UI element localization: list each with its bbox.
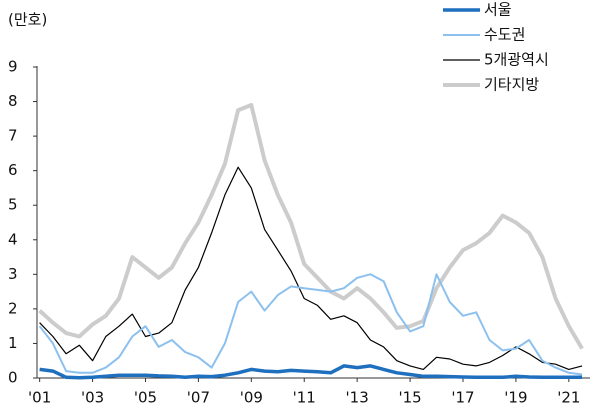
legend-label: 수도권: [484, 26, 525, 44]
y-tick-label: 6: [8, 161, 18, 179]
series-line: [39, 364, 583, 380]
series-line: [39, 166, 583, 370]
y-tick-label: 4: [8, 230, 18, 248]
x-tick-label: '21: [557, 389, 580, 407]
y-tick-label: 9: [8, 58, 18, 76]
y-tick-label: 5: [8, 196, 18, 214]
y-tick-label: 0: [8, 369, 18, 387]
series-line: [38, 103, 584, 350]
y-tick-label: 2: [8, 299, 18, 317]
x-tick-label: '09: [240, 389, 263, 407]
y-tick-label: 8: [8, 92, 18, 110]
x-tick-label: '19: [504, 389, 527, 407]
legend-label: 서울: [484, 1, 512, 19]
legend-label: 기타지방: [484, 76, 539, 94]
x-tick-label: '11: [293, 389, 316, 407]
x-tick-label: '15: [398, 389, 421, 407]
x-tick-label: '17: [451, 389, 474, 407]
x-tick-label: '05: [134, 389, 157, 407]
x-tick-label: '03: [81, 389, 104, 407]
y-tick-label: 1: [8, 334, 18, 352]
y-tick-label: 7: [8, 127, 18, 145]
x-tick-label: '13: [346, 389, 369, 407]
x-tick-label: '01: [28, 389, 51, 407]
y-tick-label: 3: [8, 265, 18, 283]
x-tick-label: '07: [187, 389, 210, 407]
series-line: [38, 273, 583, 376]
legend-label: 5개광역시: [484, 51, 549, 69]
y-axis-label: (만호): [8, 11, 47, 29]
